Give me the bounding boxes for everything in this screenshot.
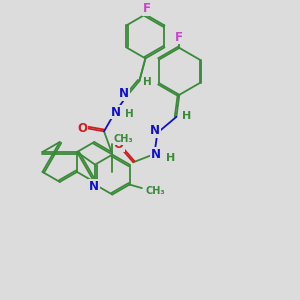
Text: N: N [111,106,121,118]
Text: CH₃: CH₃ [146,186,165,196]
Text: H: H [143,77,152,87]
Text: H: H [166,153,175,163]
Text: O: O [77,122,87,134]
Text: N: N [150,124,160,137]
Text: CH₃: CH₃ [114,134,134,144]
Text: H: H [182,111,191,121]
Text: F: F [143,2,151,15]
Text: H: H [125,109,134,119]
Text: N: N [151,148,161,161]
Text: O: O [114,138,124,151]
Text: F: F [175,31,183,44]
Text: N: N [89,180,99,194]
Text: N: N [119,87,129,100]
